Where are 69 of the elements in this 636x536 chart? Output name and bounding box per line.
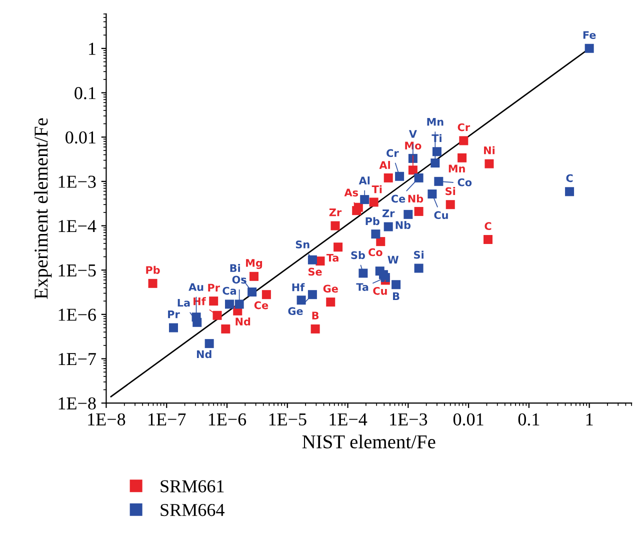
x-tick-label: 1E−5	[269, 413, 306, 426]
annotation: Pb	[366, 217, 380, 226]
x-tick-label: 1E−6	[208, 413, 246, 426]
legend-label: SRM664	[160, 504, 224, 516]
annotation: Ce	[391, 194, 406, 203]
annotation: Pr	[208, 284, 220, 292]
y-tick-label: 1E−7	[58, 353, 96, 366]
annotation: Si	[414, 250, 424, 259]
annotation: Ce	[254, 301, 268, 310]
annotation: Bi	[230, 264, 240, 272]
annotation: Cr	[458, 123, 470, 132]
annotation: Mn	[427, 118, 444, 126]
y-tick-label: 0.1	[74, 87, 96, 100]
annotation: Mg	[246, 259, 262, 269]
annotation: Ta	[356, 283, 368, 291]
annotation: Si	[446, 187, 456, 196]
x-axis-title: NIST element/Fe	[302, 434, 436, 448]
annotation: C	[484, 222, 492, 230]
annotation: Pb	[146, 266, 160, 274]
annotation: Zr	[329, 208, 342, 216]
y-tick-label: 1E−6	[58, 308, 96, 321]
annotation: Ti	[372, 185, 382, 194]
annotation: Pr	[168, 310, 180, 318]
annotation: C	[566, 174, 573, 182]
y-tick-label: 1E−4	[58, 220, 96, 232]
annotation: Ca	[222, 286, 236, 295]
annotation: Ge	[288, 307, 303, 316]
x-tick-label: 1E−7	[148, 413, 186, 426]
x-tick-label: 1E−3	[390, 413, 428, 426]
annotation: Al	[358, 176, 370, 184]
annotation: Ta	[326, 254, 338, 262]
annotation: Ge	[323, 284, 338, 293]
x-tick-label: 1E−8	[88, 413, 126, 426]
annotation: Co	[368, 248, 382, 256]
y-tick-label: 1E−5	[58, 264, 96, 277]
annotation: Co	[458, 178, 472, 186]
annotation: Zr	[382, 210, 395, 218]
annotation: W	[388, 256, 399, 264]
y-tick-label: 1E−3	[58, 176, 96, 188]
annotation: Se	[308, 268, 322, 276]
x-tick-label: 1	[586, 413, 593, 426]
annotation: As	[344, 188, 358, 196]
annotation: Nb	[408, 194, 424, 203]
x-tick-label: 0.1	[518, 413, 540, 426]
annotation: La	[178, 298, 190, 307]
annotation: Sb	[351, 251, 365, 260]
annotation: Ni	[484, 146, 495, 154]
annotation: Sn	[296, 240, 310, 248]
annotation: Fe	[583, 31, 596, 39]
annotation: Au	[188, 283, 204, 291]
annotation: Nd	[236, 317, 250, 326]
annotation: Cu	[434, 211, 448, 220]
x-tick-label: 0.01	[453, 413, 484, 426]
annotation: B	[312, 312, 319, 320]
annotation: Hf	[292, 283, 305, 292]
annotation: B	[393, 292, 400, 300]
annotation: Mn	[448, 164, 465, 172]
annotation: V	[408, 130, 417, 138]
annotation: Cr	[386, 149, 399, 158]
y-tick-label: 1	[89, 42, 96, 55]
y-tick-label: 1E−8	[58, 397, 96, 410]
x-tick-label: 1E−4	[330, 413, 368, 426]
y-axis-title: Experiment element/Fe	[34, 118, 52, 299]
annotation: Cu	[373, 286, 387, 295]
annotation: Nb	[396, 220, 411, 230]
annotation: Nd	[196, 350, 212, 358]
legend-label: SRM661	[160, 480, 224, 492]
annotation: Al	[379, 160, 390, 169]
y-tick-label: 0.01	[66, 131, 96, 144]
